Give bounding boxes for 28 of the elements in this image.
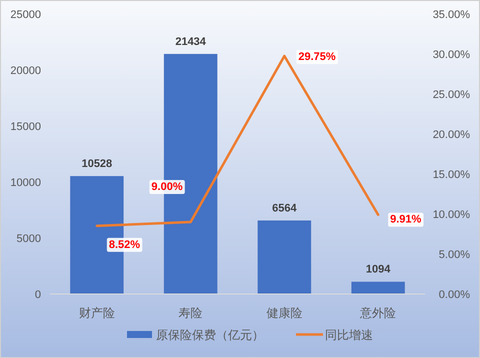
y2-tick-label: 0.00% [438,289,470,301]
y2-tick-label: 10.00% [432,209,470,221]
y2-tick-label: 20.00% [432,129,470,141]
data-label: 9.00% [151,181,183,193]
data-label: 1094 [366,264,392,276]
data-label: 10528 [82,158,112,170]
x-tick-label: 寿险 [178,306,203,320]
data-label: 6564 [272,202,298,214]
y-tick-label: 0 [34,289,41,301]
x-tick-label: 健康险 [266,306,302,320]
legend-label: 原保险保费（亿元） [156,328,264,342]
y-tick-label: 20000 [10,65,41,77]
y2-tick-label: 25.00% [432,89,470,101]
y-tick-label: 25000 [10,9,41,21]
y2-tick-label: 5.00% [438,249,470,261]
legend-label: 同比增速 [325,328,373,342]
data-label: 8.52% [108,238,140,251]
y2-tick-label: 15.00% [432,169,470,181]
y-tick-label: 10000 [10,177,41,189]
data-label: 21434 [175,36,207,48]
data-label: 29.75% [298,51,336,63]
y2-tick-label: 35.00% [432,9,470,21]
y2-tick-label: 30.00% [432,49,470,61]
data-label: 9.91% [390,214,422,226]
y-tick-label: 5000 [16,233,41,245]
x-tick-label: 意外险 [359,306,396,320]
x-tick-label: 财产险 [78,306,115,320]
y-tick-label: 15000 [10,121,41,133]
